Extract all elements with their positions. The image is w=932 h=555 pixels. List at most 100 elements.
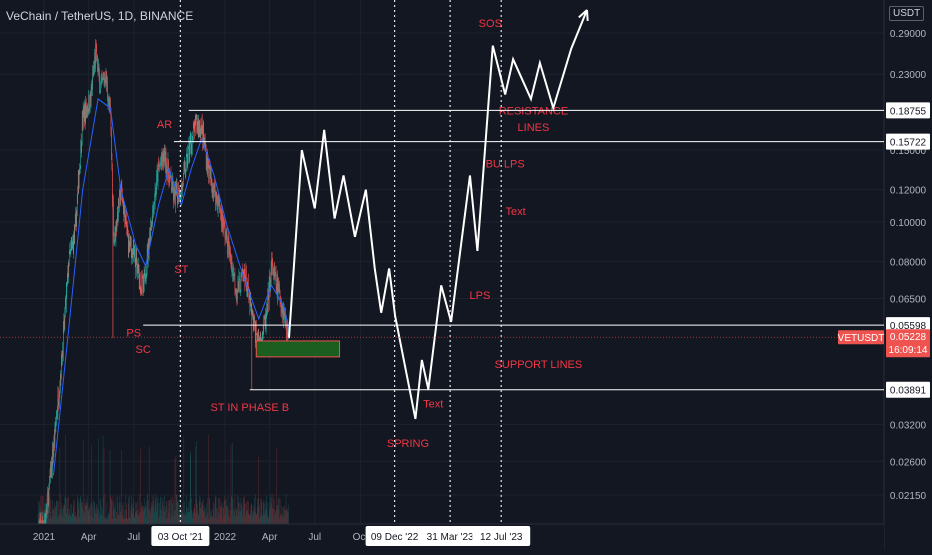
annotation-label[interactable]: SOS (479, 18, 502, 30)
price-tick-label[interactable]: 0.29000 (890, 29, 927, 40)
volume-bar (157, 504, 158, 524)
volume-bar (43, 496, 44, 524)
volume-bar (90, 505, 91, 524)
unit-badge[interactable]: USDT (889, 6, 924, 21)
annotation-label[interactable]: BU LPS (486, 158, 525, 170)
volume-bar (150, 513, 151, 524)
volume-bar (248, 500, 249, 524)
volume-bar (104, 516, 105, 524)
price-tick-label[interactable]: 0.12000 (890, 186, 927, 197)
volume-bar (252, 504, 253, 524)
volume-bar (273, 497, 274, 524)
volume-bar (208, 519, 209, 524)
volume-bar (83, 440, 84, 524)
level-value[interactable]: 0.15722 (890, 138, 927, 149)
current-price-value[interactable]: 0.05228 (890, 332, 927, 343)
volume-bar (129, 497, 130, 524)
price-tick-label[interactable]: 0.08000 (890, 258, 927, 269)
time-tick-label[interactable]: Jul (308, 532, 321, 543)
price-tick-label[interactable]: 0.06500 (890, 295, 927, 306)
annotation-label[interactable]: SUPPORT LINES (495, 359, 583, 371)
symbol-title[interactable]: VeChain / TetherUS, 1D, BINANCE (6, 9, 193, 23)
volume-bar (193, 509, 194, 524)
annotation-label[interactable]: ST IN PHASE B (210, 402, 289, 414)
volume-bar (231, 445, 232, 524)
time-marker-label[interactable]: 12 Jul '23 (480, 532, 523, 543)
volume-bar (179, 513, 180, 524)
volume-bar (177, 495, 178, 524)
bar-countdown[interactable]: 16:09:14 (889, 345, 928, 356)
price-tick-label[interactable]: 0.02600 (890, 457, 927, 468)
volume-bar (258, 457, 259, 524)
volume-bar (135, 502, 136, 524)
volume-bar (196, 441, 197, 524)
volume-bar (159, 503, 160, 524)
volume-bar (91, 445, 92, 524)
demand-zone[interactable] (256, 341, 339, 357)
annotation-label[interactable]: ST (174, 264, 188, 276)
level-value[interactable]: 0.18755 (890, 106, 927, 117)
volume-bar (79, 517, 80, 524)
volume-bar (154, 508, 155, 524)
volume-bar (158, 519, 159, 524)
price-tick-label[interactable]: 0.10000 (890, 218, 927, 229)
level-value[interactable]: 0.03891 (890, 386, 927, 397)
volume-bar (265, 510, 266, 524)
volume-bar (75, 512, 76, 524)
volume-bar (153, 495, 154, 524)
volume-bar (217, 519, 218, 524)
volume-bar (144, 499, 145, 524)
volume-bar (117, 519, 118, 524)
time-marker-label[interactable]: 31 Mar '23 (427, 532, 474, 543)
time-tick-label[interactable]: Jul (127, 532, 140, 543)
volume-bar (275, 513, 276, 524)
time-tick-label[interactable]: Apr (81, 532, 97, 543)
annotation-label[interactable]: SC (136, 344, 151, 356)
volume-bar (216, 509, 217, 524)
annotation-label[interactable]: PS (126, 327, 141, 339)
time-marker-label[interactable]: 03 Oct '21 (158, 532, 204, 543)
volume-bar (76, 515, 77, 524)
volume-bar (191, 451, 192, 524)
volume-bar (142, 506, 143, 524)
price-axis[interactable]: 0.290000.230000.150000.120000.100000.080… (884, 0, 932, 550)
volume-bar (135, 512, 136, 524)
volume-bar (197, 510, 198, 524)
volume-bar (65, 435, 66, 524)
volume-bar (132, 506, 133, 524)
volume-bar (70, 503, 71, 524)
volume-bar (122, 509, 123, 524)
volume-bar (58, 502, 59, 524)
volume-bar (207, 513, 208, 524)
price-tick-label[interactable]: 0.02150 (890, 491, 927, 502)
annotation-label[interactable]: Text (423, 398, 443, 410)
annotation-label[interactable]: SPRING (387, 438, 429, 450)
volume-bar (120, 496, 121, 524)
symbol-badge-label[interactable]: VETUSDT (838, 333, 885, 344)
volume-bar (164, 512, 165, 524)
volume-bar (175, 459, 176, 524)
volume-bar (241, 498, 242, 524)
time-tick-label[interactable]: Apr (262, 532, 278, 543)
volume-bar (126, 510, 127, 524)
volume-bar (256, 514, 257, 524)
volume-bar (131, 495, 132, 524)
volume-bar (244, 495, 245, 524)
time-tick-label[interactable]: 2021 (33, 532, 56, 543)
volume-bar (204, 506, 205, 524)
volume-bar (214, 517, 215, 524)
time-marker-label[interactable]: 09 Dec '22 (371, 532, 419, 543)
time-tick-label[interactable]: 2022 (214, 532, 237, 543)
annotation-label[interactable]: LPS (469, 290, 490, 302)
annotation-label[interactable]: RESISTANCE (499, 106, 568, 118)
annotation-label[interactable]: AR (157, 119, 172, 131)
price-tick-label[interactable]: 0.23000 (890, 70, 927, 81)
annotation-label[interactable]: LINES (518, 122, 550, 134)
price-tick-label[interactable]: 0.03200 (890, 420, 927, 431)
annotation-label[interactable]: Text (505, 206, 525, 218)
volume-bar (251, 503, 252, 524)
volume-bar (103, 497, 104, 524)
